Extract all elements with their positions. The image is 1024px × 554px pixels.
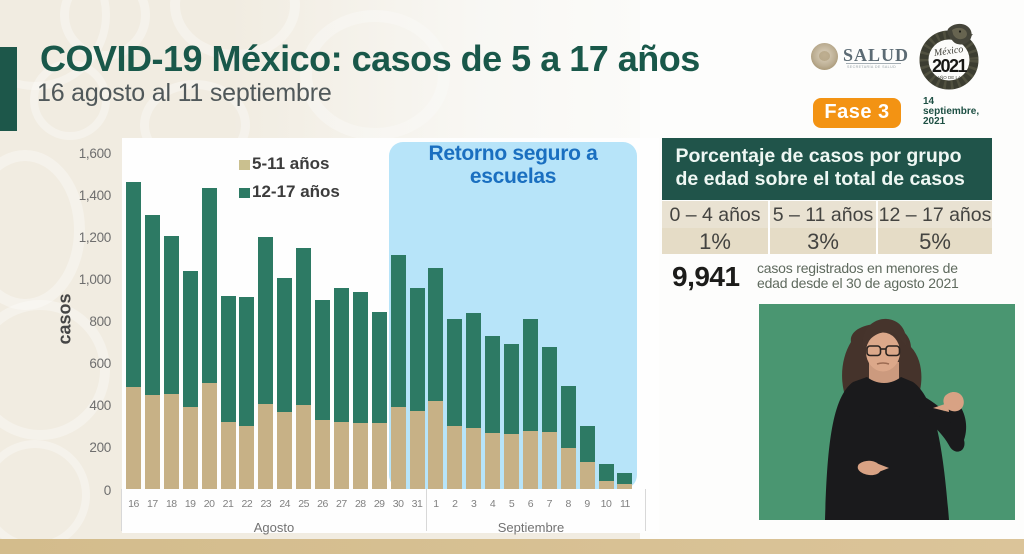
svg-text:2021: 2021 — [932, 56, 968, 76]
svg-text:AÑO DE LA: AÑO DE LA — [937, 74, 961, 80]
svg-text:México: México — [932, 44, 964, 59]
